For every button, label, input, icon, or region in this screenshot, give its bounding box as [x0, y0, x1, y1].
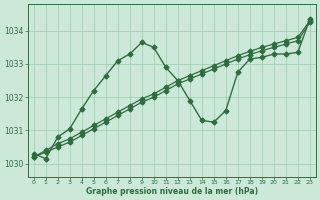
X-axis label: Graphe pression niveau de la mer (hPa): Graphe pression niveau de la mer (hPa)	[86, 187, 258, 196]
